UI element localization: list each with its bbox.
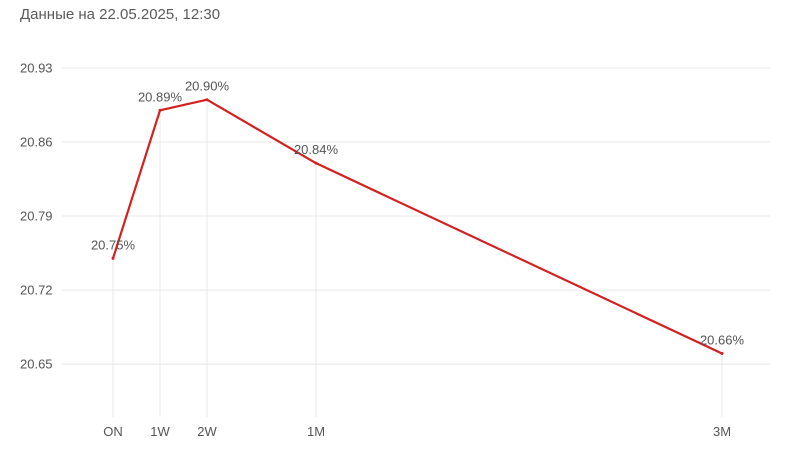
x-tick-label: 3M bbox=[713, 424, 731, 439]
grid-layer bbox=[62, 67, 770, 417]
data-timestamp-caption: Данные на 22.05.2025, 12:30 bbox=[20, 6, 221, 23]
data-label: 20.66% bbox=[700, 333, 745, 348]
x-tick-label: 2W bbox=[197, 424, 217, 439]
x-tick-label: ON bbox=[103, 424, 123, 439]
data-label: 20.89% bbox=[138, 89, 183, 104]
y-tick-label: 20.86 bbox=[20, 135, 53, 150]
data-point bbox=[314, 161, 318, 165]
x-tick-label: 1W bbox=[150, 424, 170, 439]
data-point bbox=[111, 256, 115, 260]
data-label: 20.75% bbox=[91, 237, 136, 252]
data-label: 20.90% bbox=[185, 79, 230, 94]
data-point bbox=[720, 352, 724, 356]
data-label: 20.84% bbox=[294, 142, 339, 157]
yield-series-line bbox=[111, 98, 724, 355]
line-layer bbox=[111, 98, 724, 356]
data-point bbox=[205, 98, 209, 102]
data-point bbox=[158, 108, 162, 112]
y-tick-label: 20.79 bbox=[20, 209, 53, 224]
x-tick-label: 1M bbox=[307, 424, 325, 439]
label-layer: 20.75% 20.89%20.90% 20.84% 20.66% bbox=[91, 79, 745, 348]
y-tick-label: 20.93 bbox=[20, 61, 53, 76]
y-tick-label: 20.65 bbox=[20, 357, 53, 372]
axis-layer: 20.65 20.72 20.79 20.86 20.93 ON 1W 2W 1M 3M bbox=[20, 61, 731, 440]
y-tick-label: 20.72 bbox=[20, 283, 53, 298]
